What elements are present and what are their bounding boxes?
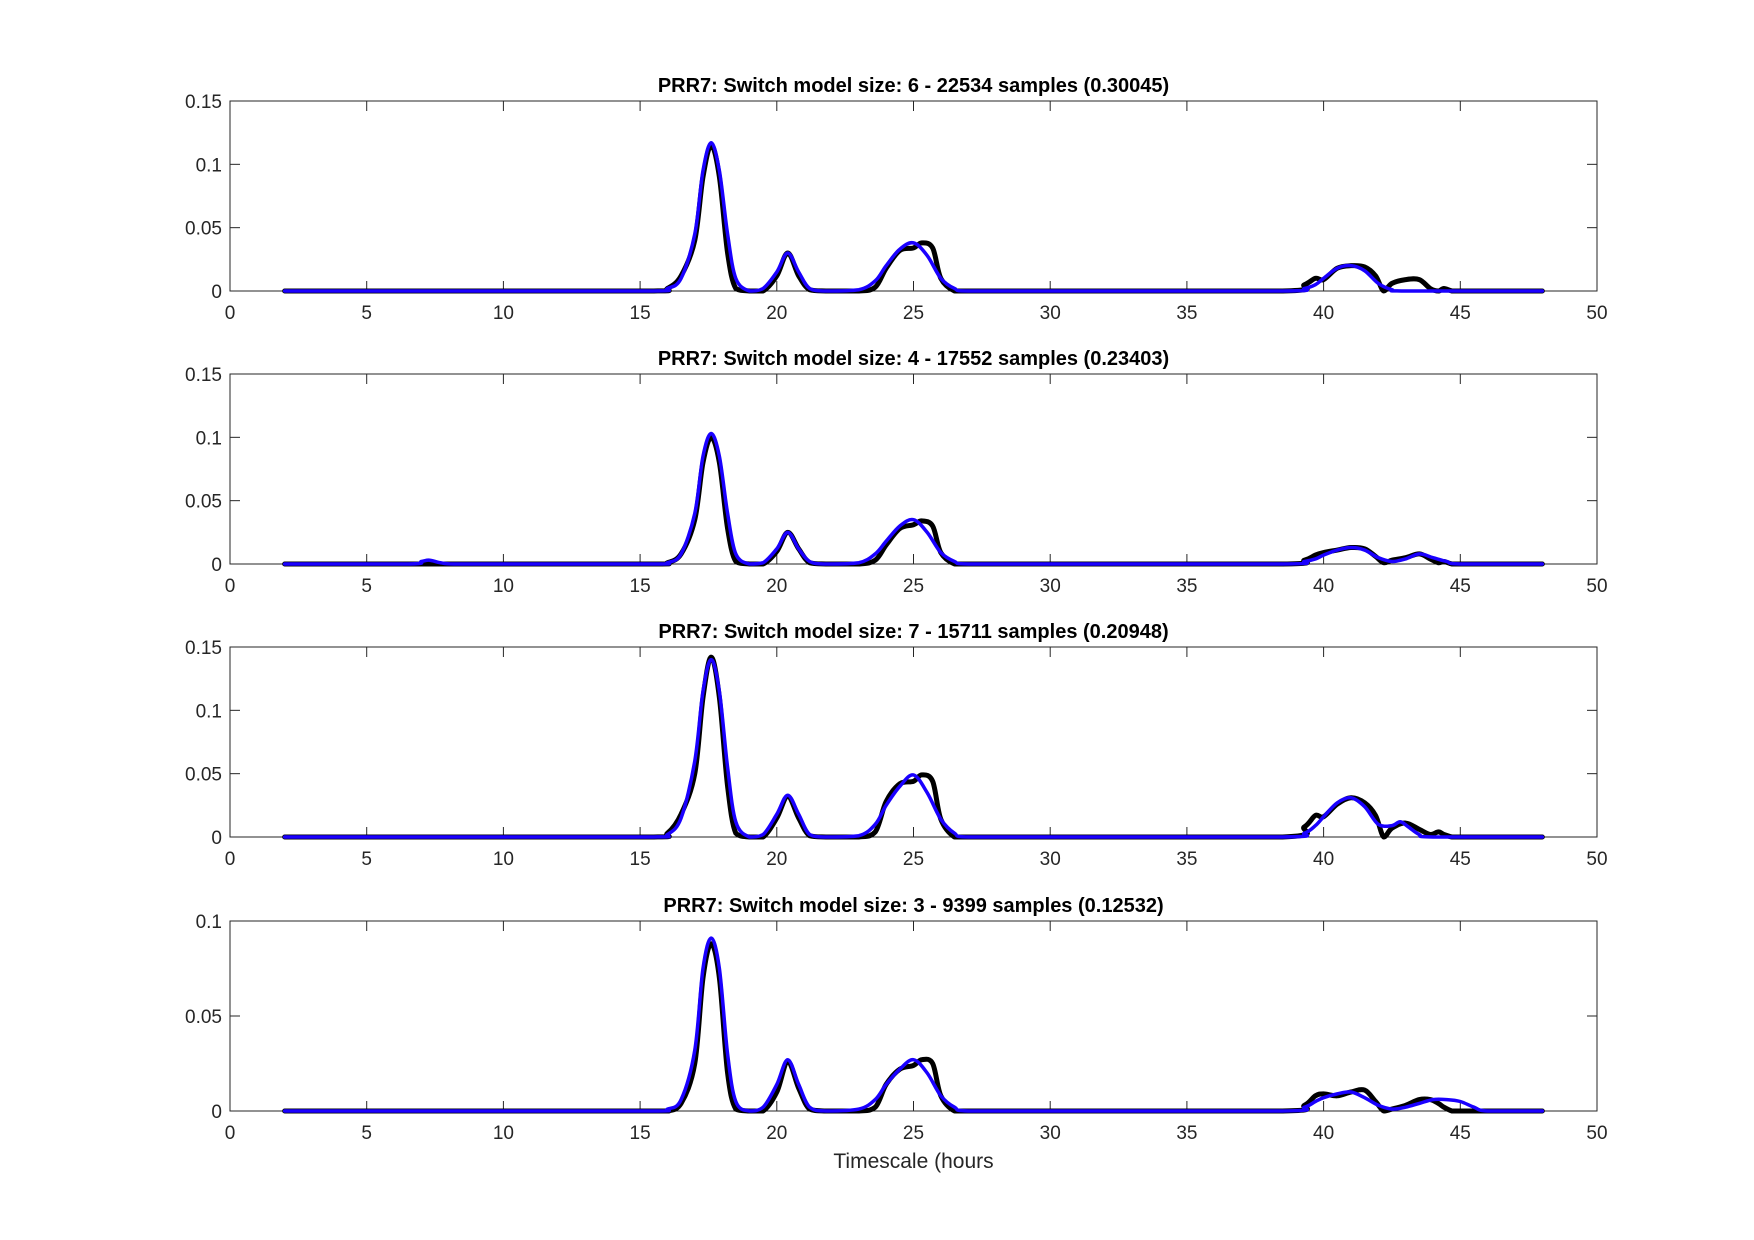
y-tick-label: 0.1 xyxy=(196,428,222,449)
subplot-title: PRR7: Switch model size: 7 - 15711 sampl… xyxy=(658,621,1168,643)
y-tick-label: 0.15 xyxy=(185,638,222,659)
y-tick-label: 0.05 xyxy=(185,765,222,786)
x-tick-label: 5 xyxy=(361,849,372,870)
y-tick-label: 0.05 xyxy=(185,1007,222,1028)
x-tick-label: 50 xyxy=(1586,1123,1607,1144)
x-tick-label: 10 xyxy=(493,849,514,870)
subplot-3: 0 5 10 15 20 25 30 35 40 45 50 0 0.05 0.1 0.15 PRR7: Sw… xyxy=(185,621,1608,870)
y-tick-label: 0 xyxy=(211,828,222,849)
subplot-1: 0 5 10 15 20 25 30 35 40 45 50 0 0.05 0.1 0.15 PRR7: Sw… xyxy=(185,75,1608,324)
x-tick-label: 25 xyxy=(903,576,924,597)
series-line-2 xyxy=(282,431,1545,566)
x-tick-label: 40 xyxy=(1313,576,1334,597)
x-tick-label: 25 xyxy=(903,849,924,870)
y-tick-label: 0 xyxy=(211,282,222,303)
subplot-title: PRR7: Switch model size: 3 - 9399 sample… xyxy=(663,895,1163,917)
y-tick-label: 0.1 xyxy=(196,912,222,933)
subplot-2: 0 5 10 15 20 25 30 35 40 45 50 0 0.05 0.1 0.15 PRR7: Sw… xyxy=(185,348,1608,597)
x-tick-label: 0 xyxy=(225,849,236,870)
x-tick-label: 50 xyxy=(1586,576,1607,597)
subplot-title: PRR7: Switch model size: 4 - 17552 sampl… xyxy=(658,348,1169,370)
x-tick-label: 20 xyxy=(766,576,787,597)
y-tick-label: 0.05 xyxy=(185,219,222,240)
x-tick-label: 10 xyxy=(493,303,514,324)
x-tick-label: 15 xyxy=(630,849,651,870)
series-line-2 xyxy=(282,141,1545,293)
x-tick-label: 40 xyxy=(1313,303,1334,324)
x-tick-label: 45 xyxy=(1450,576,1471,597)
x-tick-label: 20 xyxy=(766,303,787,324)
x-tick-label: 15 xyxy=(630,303,651,324)
series-line-1 xyxy=(282,654,1545,840)
x-tick-label: 35 xyxy=(1176,576,1197,597)
x-tick-label: 35 xyxy=(1176,849,1197,870)
plot-area xyxy=(229,646,1598,838)
series-line-1 xyxy=(282,142,1545,294)
x-tick-label: 25 xyxy=(903,1123,924,1144)
x-tick-label: 20 xyxy=(766,849,787,870)
x-tick-label: 5 xyxy=(361,303,372,324)
x-tick-label: 35 xyxy=(1176,1123,1197,1144)
x-tick-label: 15 xyxy=(630,1123,651,1144)
x-tick-label: 45 xyxy=(1450,849,1471,870)
x-tick-label: 5 xyxy=(361,576,372,597)
x-tick-label: 30 xyxy=(1040,849,1061,870)
x-tick-label: 5 xyxy=(361,1123,372,1144)
y-tick-label: 0.05 xyxy=(185,492,222,513)
x-tick-label: 50 xyxy=(1586,849,1607,870)
x-tick-label: 25 xyxy=(903,303,924,324)
x-tick-label: 50 xyxy=(1586,303,1607,324)
plot-area xyxy=(229,100,1598,292)
x-tick-label: 45 xyxy=(1450,1123,1471,1144)
x-tick-label: 0 xyxy=(225,576,236,597)
x-axis-label: Timescale (hours xyxy=(833,1150,993,1173)
x-tick-label: 10 xyxy=(493,1123,514,1144)
y-tick-label: 0.15 xyxy=(185,365,222,386)
x-tick-label: 10 xyxy=(493,576,514,597)
plot-area xyxy=(229,373,1598,565)
x-tick-label: 35 xyxy=(1176,303,1197,324)
x-tick-label: 45 xyxy=(1450,303,1471,324)
x-tick-label: 0 xyxy=(225,303,236,324)
y-tick-label: 0.1 xyxy=(196,155,222,176)
y-tick-label: 0 xyxy=(211,1102,222,1123)
x-tick-label: 0 xyxy=(225,1123,236,1144)
x-tick-label: 30 xyxy=(1040,303,1061,324)
y-tick-label: 0 xyxy=(211,555,222,576)
y-tick-label: 0.15 xyxy=(185,92,222,113)
subplot-4: 0 5 10 15 20 25 30 35 40 45 50 0 0.05 0.1 PRR7: Switch… xyxy=(185,895,1608,1173)
x-tick-label: 40 xyxy=(1313,849,1334,870)
x-tick-label: 30 xyxy=(1040,576,1061,597)
x-tick-label: 20 xyxy=(766,1123,787,1144)
series-line-2 xyxy=(282,936,1545,1113)
x-tick-label: 15 xyxy=(630,576,651,597)
plot-area xyxy=(229,920,1598,1112)
y-tick-label: 0.1 xyxy=(196,701,222,722)
subplot-title: PRR7: Switch model size: 6 - 22534 sampl… xyxy=(658,75,1169,97)
x-tick-label: 30 xyxy=(1040,1123,1061,1144)
x-tick-label: 40 xyxy=(1313,1123,1334,1144)
series-line-2 xyxy=(282,657,1545,839)
